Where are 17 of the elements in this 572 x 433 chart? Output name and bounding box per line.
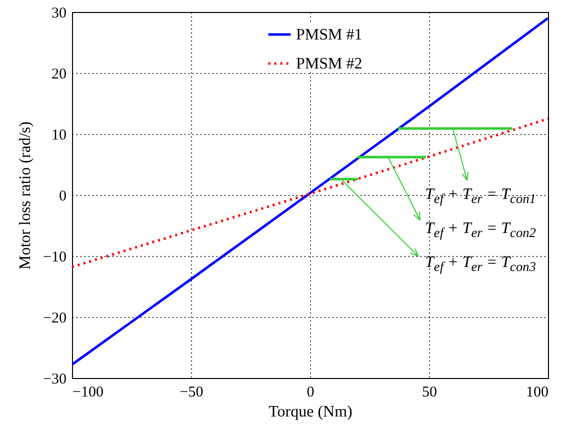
x-tick-label: −50 [180, 384, 204, 400]
line-series [72, 16, 548, 366]
x-tick-label: −100 [72, 384, 104, 400]
x-tick-label: 50 [422, 384, 437, 400]
y-axis-title: Motor loss ratio (rad/s) [17, 122, 34, 270]
x-tick-label: 0 [306, 384, 314, 400]
legend-label: PMSM #2 [296, 56, 362, 72]
y-tick-label: −10 [43, 250, 66, 266]
y-tick-label: 30 [52, 6, 66, 22]
y-tick-label: 0 [59, 188, 66, 204]
y-tick-label: 10 [52, 128, 66, 144]
y-tick-label: −20 [43, 310, 66, 326]
y-tick-label: 20 [52, 66, 66, 82]
x-tick-label: 100 [526, 384, 548, 400]
y-tick-label: −30 [43, 372, 66, 388]
x-axis-title: Torque (Nm) [268, 404, 352, 420]
legend-label: PMSM #1 [296, 26, 362, 44]
